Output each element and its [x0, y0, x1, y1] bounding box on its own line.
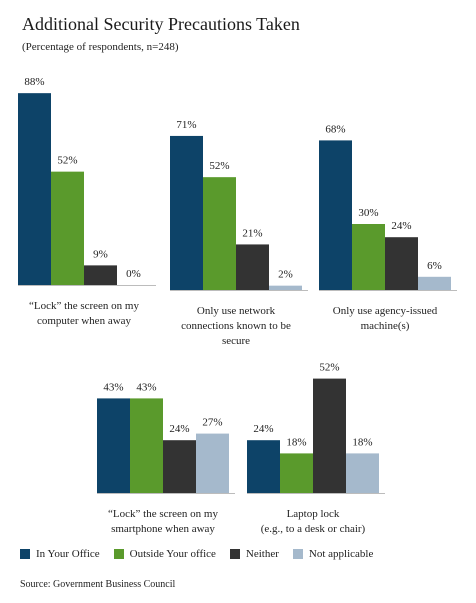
legend-swatch — [113, 549, 124, 559]
data-label: 9% — [93, 248, 108, 260]
bar — [269, 285, 302, 290]
bar — [352, 224, 385, 290]
category-label: (e.g., to a desk or chair) — [261, 523, 366, 535]
bar — [84, 265, 117, 285]
legend: In Your Office Outside Your office Neith… — [20, 548, 387, 560]
legend-swatch — [292, 549, 303, 559]
legend-label: Neither — [245, 548, 279, 560]
legend-label: Not applicable — [308, 548, 374, 560]
bar — [247, 440, 280, 493]
legend-label: Outside Your office — [129, 548, 216, 560]
bar — [313, 378, 346, 493]
data-label: 68% — [325, 123, 345, 135]
data-label: 6% — [427, 260, 442, 272]
data-label: 52% — [319, 362, 339, 374]
source-note: Source: Government Business Council — [20, 579, 176, 590]
data-label: 0% — [126, 268, 141, 280]
data-label: 88% — [24, 76, 44, 88]
grouped-bar-chart: 88% 52% 9% 0% “Lock” the screen on my compute… — [18, 76, 457, 535]
data-label: 24% — [253, 423, 273, 435]
bar — [170, 135, 203, 290]
data-label: 21% — [242, 227, 262, 239]
bar — [319, 140, 352, 290]
category-label: Laptop lock — [287, 508, 340, 520]
legend-item-not-applicable: Not applicable — [292, 548, 374, 560]
bar — [385, 237, 418, 290]
chart-title: Additional Security Precautions Taken — [22, 14, 300, 34]
data-label: 43% — [136, 381, 156, 393]
bar — [236, 244, 269, 290]
data-label: 30% — [358, 207, 378, 219]
bar — [51, 171, 84, 285]
category-label: computer when away — [37, 315, 132, 327]
data-label: 27% — [202, 417, 222, 429]
category-label: Only use agency-issued — [333, 305, 438, 317]
data-label: 18% — [286, 436, 306, 448]
category-label: “Lock” the screen on my — [29, 300, 139, 312]
legend-swatch — [20, 549, 30, 559]
bar — [18, 93, 51, 285]
bar — [163, 440, 196, 493]
bar — [196, 433, 229, 493]
bar — [346, 453, 379, 493]
category-label: Only use network — [197, 305, 276, 317]
data-label: 52% — [209, 160, 229, 172]
data-label: 43% — [103, 381, 123, 393]
legend-item-outside-your-office: Outside Your office — [113, 548, 216, 560]
data-label: 24% — [169, 423, 189, 435]
data-label: 52% — [57, 155, 77, 167]
bar — [97, 398, 130, 493]
bar — [130, 398, 163, 493]
legend-swatch — [229, 549, 240, 559]
data-label: 18% — [352, 436, 372, 448]
category-label: “Lock” the screen on my — [108, 508, 218, 520]
bar — [203, 177, 236, 290]
legend-item-neither: Neither — [229, 548, 279, 560]
category-label: secure — [222, 335, 250, 347]
chart-subtitle: (Percentage of respondents, n=248) — [22, 41, 179, 53]
category-label: machine(s) — [361, 320, 410, 332]
data-label: 24% — [391, 220, 411, 232]
legend-item-in-your-office: In Your Office — [20, 548, 100, 560]
bar — [280, 453, 313, 493]
legend-label: In Your Office — [36, 548, 100, 560]
data-label: 2% — [278, 269, 293, 281]
category-label: connections known to be — [181, 320, 291, 332]
bar — [418, 276, 451, 290]
data-label: 71% — [176, 119, 196, 131]
category-label: smartphone when away — [111, 523, 215, 535]
